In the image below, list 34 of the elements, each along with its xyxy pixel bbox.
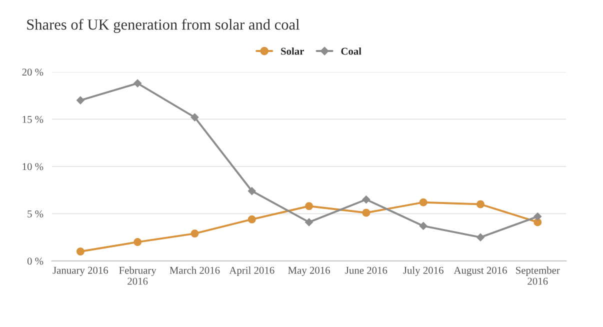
point [534,212,542,220]
x-tick-label: April 2016 [229,266,274,276]
point [419,222,428,230]
y-tick-label: 0 % [27,258,44,265]
point [248,215,256,224]
point [305,202,314,210]
point [190,113,199,122]
point [134,238,142,246]
y-tick-label: 10 % [22,163,44,170]
x-tick-label: January 2016 [52,266,108,276]
legend-label: Solar [281,47,304,55]
point [362,208,370,217]
point [419,198,428,206]
x-tick-label: February 2016 [119,266,156,285]
point [362,196,370,204]
point [76,96,84,104]
x-tick-label: June 2016 [345,266,388,274]
chart-title: Shares of UK generation from solar and coal [27,18,300,33]
point [190,230,199,238]
x-tick-label: March 2016 [170,266,220,274]
point [476,233,484,242]
point [476,200,484,208]
x-tick-label: July 2016 [403,266,444,276]
x-tick-label: September 2016 [516,266,560,285]
point [305,218,313,226]
y-tick-label: 20 % [22,68,44,76]
x-tick-label: August 2016 [454,266,507,276]
legend-label: Coal [341,47,362,55]
y-tick-label: 5 % [28,210,44,218]
x-tick-label: May 2016 [288,266,330,276]
y-tick-label: 15 % [22,116,44,123]
point [248,187,256,195]
point [134,79,142,88]
point [76,248,84,256]
